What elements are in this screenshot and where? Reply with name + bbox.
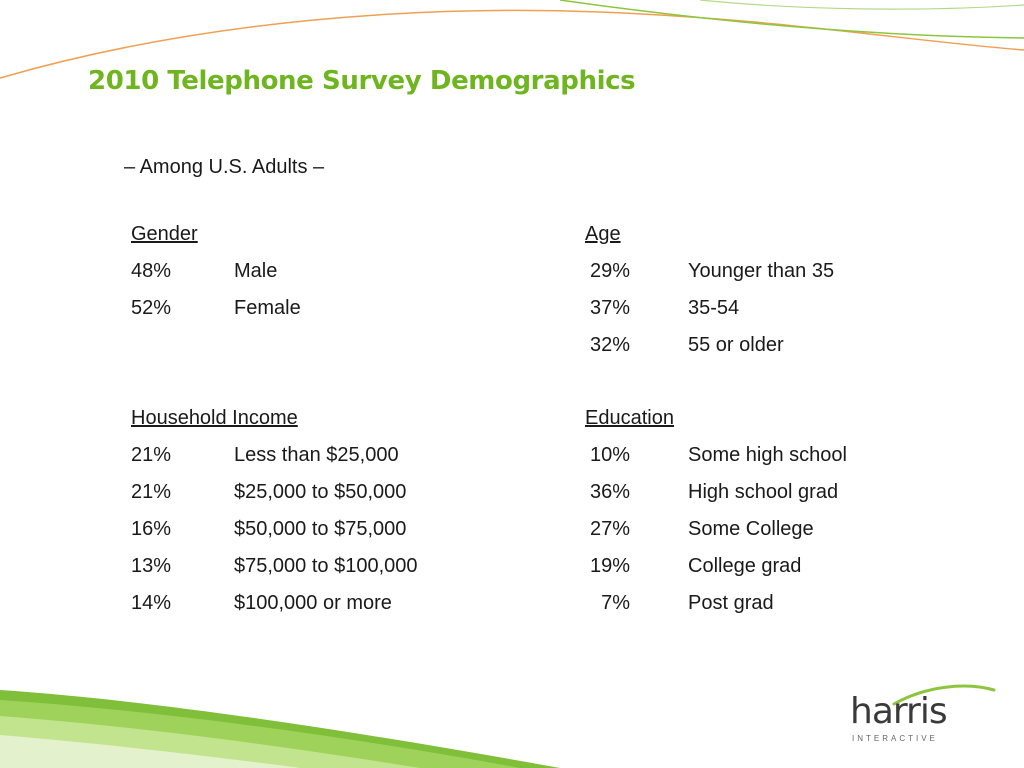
education-pct: 36%	[589, 481, 630, 503]
age-label: 35-54	[688, 297, 740, 319]
page-title: 2010 Telephone Survey Demographics	[88, 66, 636, 96]
education-row: 7% Post grad	[585, 590, 965, 627]
education-section: Education 10% Some high school 36% High sc…	[585, 405, 965, 627]
education-label: Post grad	[688, 592, 774, 614]
education-heading: Education	[585, 407, 674, 429]
education-row: 19% College grad	[585, 553, 965, 590]
age-pct: 37%	[589, 297, 630, 319]
income-row: 13% $75,000 to $100,000	[131, 553, 511, 590]
gender-row: 52% Female	[131, 295, 511, 332]
gender-label: Male	[234, 260, 278, 282]
education-label: Some College	[688, 518, 814, 540]
income-label: $75,000 to $100,000	[234, 555, 418, 577]
income-pct: 21%	[131, 481, 172, 503]
education-pct: 19%	[589, 555, 630, 577]
education-pct: 27%	[589, 518, 630, 540]
income-section: Household Income 21% Less than $25,000 21…	[131, 405, 511, 627]
education-label: Some high school	[688, 444, 847, 466]
income-row: 14% $100,000 or more	[131, 590, 511, 627]
income-row: 21% Less than $25,000	[131, 442, 511, 479]
logo-swoosh-icon	[892, 684, 996, 706]
age-row: 37% 35-54	[585, 295, 965, 332]
gender-pct: 48%	[131, 260, 172, 282]
income-pct: 13%	[131, 555, 172, 577]
income-heading: Household Income	[131, 407, 298, 429]
education-label: College grad	[688, 555, 802, 577]
age-section: Age 29% Younger than 35 37% 35-54 32% 55 or…	[585, 221, 965, 369]
age-label: 55 or older	[688, 334, 784, 356]
age-row: 32% 55 or older	[585, 332, 965, 369]
gender-row: 48% Male	[131, 258, 511, 295]
income-pct: 14%	[131, 592, 172, 614]
education-pct: 10%	[589, 444, 630, 466]
income-pct: 21%	[131, 444, 172, 466]
income-pct: 16%	[131, 518, 172, 540]
income-label: $50,000 to $75,000	[234, 518, 407, 540]
income-label: $100,000 or more	[234, 592, 392, 614]
age-label: Younger than 35	[688, 260, 835, 282]
age-pct: 32%	[589, 334, 630, 356]
logo-name: harris	[850, 691, 948, 732]
education-row: 27% Some College	[585, 516, 965, 553]
income-label: $25,000 to $50,000	[234, 481, 407, 503]
gender-heading: Gender	[131, 223, 198, 245]
education-pct: 7%	[601, 592, 630, 614]
education-row: 36% High school grad	[585, 479, 965, 516]
income-row: 16% $50,000 to $75,000	[131, 516, 511, 553]
income-label: Less than $25,000	[234, 444, 399, 466]
age-pct: 29%	[589, 260, 630, 282]
age-heading: Age	[585, 223, 621, 245]
education-row: 10% Some high school	[585, 442, 965, 479]
income-row: 21% $25,000 to $50,000	[131, 479, 511, 516]
gender-label: Female	[234, 297, 301, 319]
age-row: 29% Younger than 35	[585, 258, 965, 295]
gender-section: Gender 48% Male 52% Female	[131, 221, 511, 332]
harris-interactive-logo: harris INTERACTIVE	[846, 682, 996, 752]
logo-tagline: INTERACTIVE	[852, 734, 938, 743]
page-subtitle: – Among U.S. Adults –	[124, 156, 325, 178]
gender-pct: 52%	[131, 297, 172, 319]
education-label: High school grad	[688, 481, 839, 503]
